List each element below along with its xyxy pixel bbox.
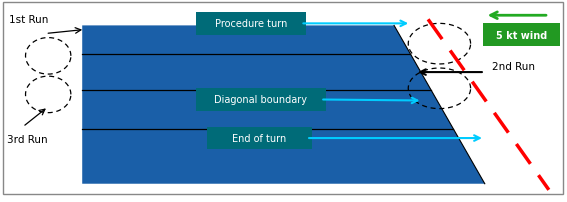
Text: End of turn: End of turn <box>232 133 286 143</box>
Text: 3rd Run: 3rd Run <box>7 134 48 144</box>
FancyBboxPatch shape <box>483 24 560 46</box>
Text: 5 kt wind: 5 kt wind <box>496 30 547 40</box>
Text: 1st Run: 1st Run <box>9 15 48 25</box>
Polygon shape <box>82 26 485 184</box>
Text: Procedure turn: Procedure turn <box>215 19 287 29</box>
Text: Diagonal boundary: Diagonal boundary <box>214 95 307 105</box>
FancyBboxPatch shape <box>196 89 326 111</box>
Text: 2nd Run: 2nd Run <box>492 62 535 72</box>
FancyBboxPatch shape <box>196 13 306 35</box>
FancyBboxPatch shape <box>207 127 312 149</box>
